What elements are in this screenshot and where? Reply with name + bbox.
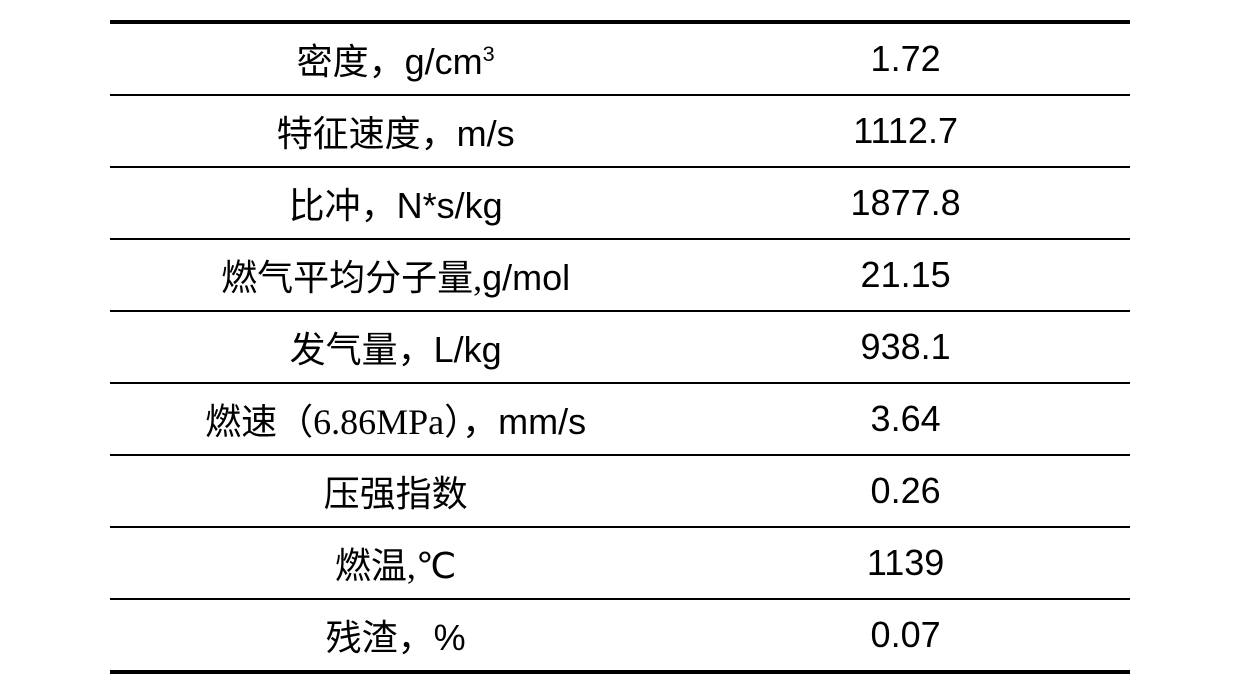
property-value: 1112.7	[853, 110, 958, 151]
property-value-cell: 1112.7	[681, 95, 1130, 167]
table-row: 燃速（6.86MPa），mm/s 3.64	[110, 383, 1130, 455]
property-label-cell: 比冲，N*s/kg	[110, 167, 681, 239]
property-label: 发气量，	[290, 330, 434, 370]
property-unit: %	[434, 617, 466, 658]
property-value-cell: 1877.8	[681, 167, 1130, 239]
property-value: 0.26	[871, 470, 941, 511]
property-unit: g/cm	[405, 41, 483, 82]
property-label: 压强指数	[324, 474, 468, 514]
property-value-cell: 1139	[681, 527, 1130, 599]
property-label: 比冲，	[289, 186, 397, 226]
table-row: 残渣，% 0.07	[110, 599, 1130, 672]
property-unit-sup: 3	[483, 41, 495, 66]
property-label: 燃温,	[335, 546, 416, 586]
property-unit: L/kg	[434, 329, 502, 370]
property-value-cell: 0.26	[681, 455, 1130, 527]
property-label-cell: 密度，g/cm3	[110, 22, 681, 95]
table-row: 比冲，N*s/kg 1877.8	[110, 167, 1130, 239]
property-value: 938.1	[861, 326, 951, 367]
property-value-cell: 0.07	[681, 599, 1130, 672]
table-row: 燃气平均分子量,g/mol 21.15	[110, 239, 1130, 311]
table-row: 特征速度，m/s 1112.7	[110, 95, 1130, 167]
property-value-cell: 21.15	[681, 239, 1130, 311]
property-label-cell: 燃速（6.86MPa），mm/s	[110, 383, 681, 455]
properties-table-container: 密度，g/cm3 1.72 特征速度，m/s 1112.7 比冲，N*s/kg 1877.…	[0, 0, 1240, 683]
property-label: 残渣，	[326, 618, 434, 658]
property-unit: ℃	[416, 545, 456, 586]
property-label-cell: 发气量，L/kg	[110, 311, 681, 383]
property-value: 21.15	[861, 254, 951, 295]
property-label-cell: 燃温,℃	[110, 527, 681, 599]
properties-table: 密度，g/cm3 1.72 特征速度，m/s 1112.7 比冲，N*s/kg 1877.…	[110, 20, 1130, 674]
property-value: 1877.8	[851, 182, 961, 223]
property-value-cell: 1.72	[681, 22, 1130, 95]
property-label-cell: 残渣，%	[110, 599, 681, 672]
property-label: 特征速度，	[277, 114, 457, 154]
table-row: 燃温,℃ 1139	[110, 527, 1130, 599]
property-value: 3.64	[871, 398, 941, 439]
property-unit: g/mol	[482, 257, 570, 298]
property-value-cell: 938.1	[681, 311, 1130, 383]
table-row: 压强指数 0.26	[110, 455, 1130, 527]
property-label: 燃速（6.86MPa），	[205, 402, 498, 442]
property-value-cell: 3.64	[681, 383, 1130, 455]
property-label-cell: 特征速度，m/s	[110, 95, 681, 167]
property-unit: mm/s	[498, 401, 586, 442]
property-label: 密度，	[297, 42, 405, 82]
property-label: 燃气平均分子量,	[221, 258, 482, 298]
property-value: 0.07	[871, 614, 941, 655]
property-unit: m/s	[457, 113, 515, 154]
property-value: 1.72	[871, 38, 941, 79]
property-value: 1139	[867, 542, 944, 583]
property-unit: N*s/kg	[397, 185, 503, 226]
table-row: 发气量，L/kg 938.1	[110, 311, 1130, 383]
table-row: 密度，g/cm3 1.72	[110, 22, 1130, 95]
property-label-cell: 压强指数	[110, 455, 681, 527]
property-label-cell: 燃气平均分子量,g/mol	[110, 239, 681, 311]
